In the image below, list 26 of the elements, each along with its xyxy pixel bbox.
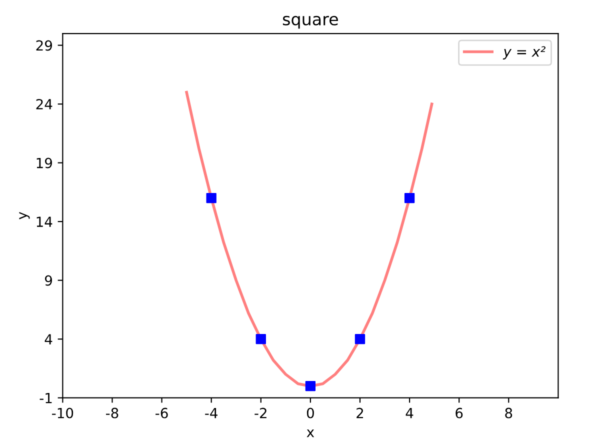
y-tick-label: 24 [36, 99, 52, 110]
point [404, 192, 415, 204]
y-tick-label: 9 [45, 275, 52, 286]
x-axis-title: x [306, 430, 314, 438]
x-tick-label: 4 [406, 408, 414, 418]
x-tick-label: -8 [106, 408, 118, 418]
legend-label: y = x² [502, 46, 546, 60]
point [256, 334, 266, 344]
y-tick-label: 14 [36, 216, 52, 227]
x-tick-label: 6 [456, 408, 463, 418]
y-tick-label: 29 [36, 40, 52, 51]
y-tick-label: 4 [44, 334, 52, 344]
chart-title: square [282, 16, 338, 29]
x-tick-label: -6 [156, 408, 168, 418]
x-tick-label: 2 [356, 408, 364, 418]
point [305, 380, 316, 392]
point [206, 192, 216, 204]
x-tick-label: 0 [306, 408, 314, 418]
y-tick-label: -1 [40, 392, 52, 404]
x-tick-label: 8 [505, 408, 512, 418]
point [354, 334, 366, 344]
x-tick-label: -4 [205, 408, 218, 418]
x-tick-label: -2 [254, 408, 266, 418]
y-tick-label: 19 [36, 158, 52, 168]
x-tick-label: -10 [52, 408, 74, 418]
y-axis-title: y [19, 212, 30, 220]
